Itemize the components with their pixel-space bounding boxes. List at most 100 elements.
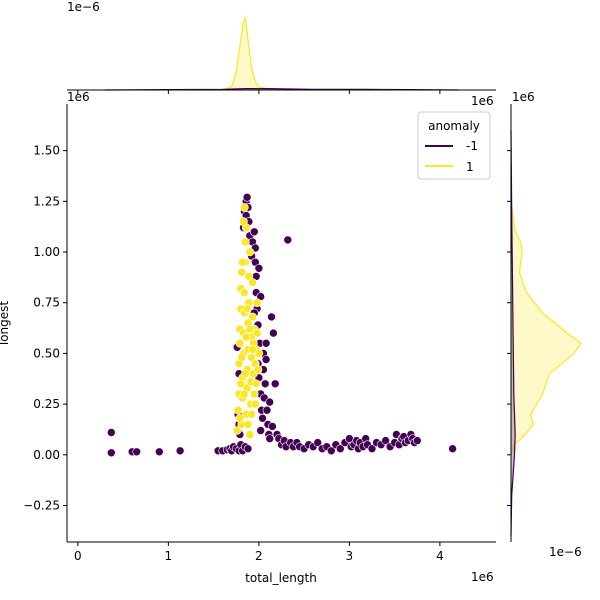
point-normal	[241, 369, 250, 379]
point-anomaly	[265, 434, 275, 443]
scatter-points-layer	[107, 193, 457, 458]
x-tick-label: 4	[436, 549, 444, 563]
point-anomaly	[265, 397, 275, 407]
point-anomaly	[367, 444, 377, 454]
point-normal	[248, 345, 257, 354]
point-anomaly	[326, 446, 336, 456]
point-normal	[239, 217, 248, 226]
point-normal	[250, 389, 259, 399]
point-normal	[242, 304, 252, 314]
y-exponent-label-right: 1e6	[471, 94, 494, 108]
y-axis-label: longest	[0, 301, 11, 346]
point-anomaly	[412, 436, 422, 445]
y-axis-ticks: −0.25 0.00 0.25 0.50 0.75 1.00 1.25 1.50	[23, 144, 67, 513]
point-normal	[248, 278, 257, 287]
legend-label-neg1: -1	[466, 139, 478, 153]
point-normal	[237, 353, 246, 362]
point-normal	[237, 267, 246, 277]
point-anomaly	[254, 263, 264, 273]
x-tick-label: 2	[255, 549, 263, 563]
y-tick-label: −0.25	[23, 499, 60, 513]
point-normal	[251, 379, 261, 389]
right-marginal-plot: 1e6 1e−6	[507, 90, 582, 559]
point-anomaly	[313, 438, 323, 447]
point-normal	[233, 405, 243, 415]
point-anomaly	[448, 444, 457, 454]
top-marginal-plot: 1e−6	[67, 0, 496, 94]
legend-title: anomaly	[428, 119, 480, 133]
x-tick-label: 0	[74, 549, 82, 563]
point-normal	[245, 430, 255, 439]
right-marginal-density-layer	[510, 130, 582, 536]
point-normal	[252, 298, 262, 308]
legend-box	[417, 111, 491, 180]
point-normal	[240, 288, 249, 297]
y-tick-label: 1.00	[33, 245, 60, 259]
point-normal	[251, 399, 260, 409]
point-normal	[253, 365, 263, 374]
point-normal	[235, 413, 245, 423]
point-normal	[248, 312, 257, 322]
point-normal	[241, 237, 250, 247]
point-anomaly	[269, 328, 278, 338]
y-tick-label: 0.00	[33, 448, 60, 462]
point-normal	[247, 409, 256, 419]
point-anomaly	[262, 405, 272, 415]
point-normal	[235, 338, 245, 348]
x-tick-label: 3	[346, 549, 354, 563]
right-density-fill-normal	[511, 201, 581, 455]
legend-label-pos1: 1	[466, 160, 474, 174]
point-anomaly	[242, 193, 252, 202]
point-anomaly	[381, 436, 390, 445]
point-normal	[252, 328, 262, 338]
point-normal	[245, 324, 255, 334]
point-anomaly	[250, 227, 259, 237]
point-anomaly	[268, 422, 277, 431]
y-tick-label: 0.50	[33, 346, 60, 360]
point-normal	[236, 379, 246, 389]
point-anomaly	[260, 379, 270, 389]
point-normal	[241, 332, 251, 342]
y-tick-label: 0.25	[33, 397, 60, 411]
point-normal	[245, 247, 255, 257]
top-marginal-density-layer	[104, 15, 459, 91]
y-tick-label: 1.25	[33, 194, 60, 208]
point-anomaly	[155, 447, 164, 457]
point-normal	[232, 426, 242, 435]
x-tick-label: 1	[165, 549, 173, 563]
point-anomaly	[256, 426, 266, 435]
point-normal	[243, 420, 253, 429]
point-anomaly	[261, 355, 271, 364]
right-density-line-normal	[510, 201, 582, 455]
y-tick-label: 0.75	[33, 296, 60, 310]
point-normal	[240, 203, 249, 212]
right-marginal-exponent-label: 1e−6	[549, 545, 582, 559]
right-marginal-top-label: 1e6	[512, 90, 535, 104]
point-anomaly	[243, 444, 253, 454]
point-anomaly	[107, 428, 116, 437]
y-tick-label: 1.50	[33, 144, 60, 158]
right-marginal-ticks	[507, 150, 511, 506]
point-anomaly	[261, 338, 271, 348]
point-normal	[254, 349, 264, 358]
right-density-line-anomaly	[510, 130, 516, 536]
point-anomaly	[258, 413, 267, 423]
point-anomaly	[267, 312, 276, 322]
point-anomaly	[132, 447, 141, 457]
point-normal	[240, 389, 249, 399]
point-anomaly	[175, 446, 185, 456]
point-normal	[238, 257, 247, 267]
point-anomaly	[270, 379, 280, 389]
point-anomaly	[283, 235, 293, 245]
top-marginal-ticks	[77, 90, 441, 94]
point-anomaly	[107, 448, 116, 458]
x-axis-ticks: 0 1 2 3 4	[74, 542, 444, 563]
top-density-fill-normal	[222, 18, 314, 90]
x-axis-label: total_length	[245, 571, 317, 585]
legend: anomaly -1 1	[417, 111, 491, 180]
top-marginal-exponent-label: 1e−6	[67, 0, 100, 14]
y-exponent-label: 1e6	[67, 90, 90, 104]
x-exponent-label: 1e6	[471, 570, 494, 584]
